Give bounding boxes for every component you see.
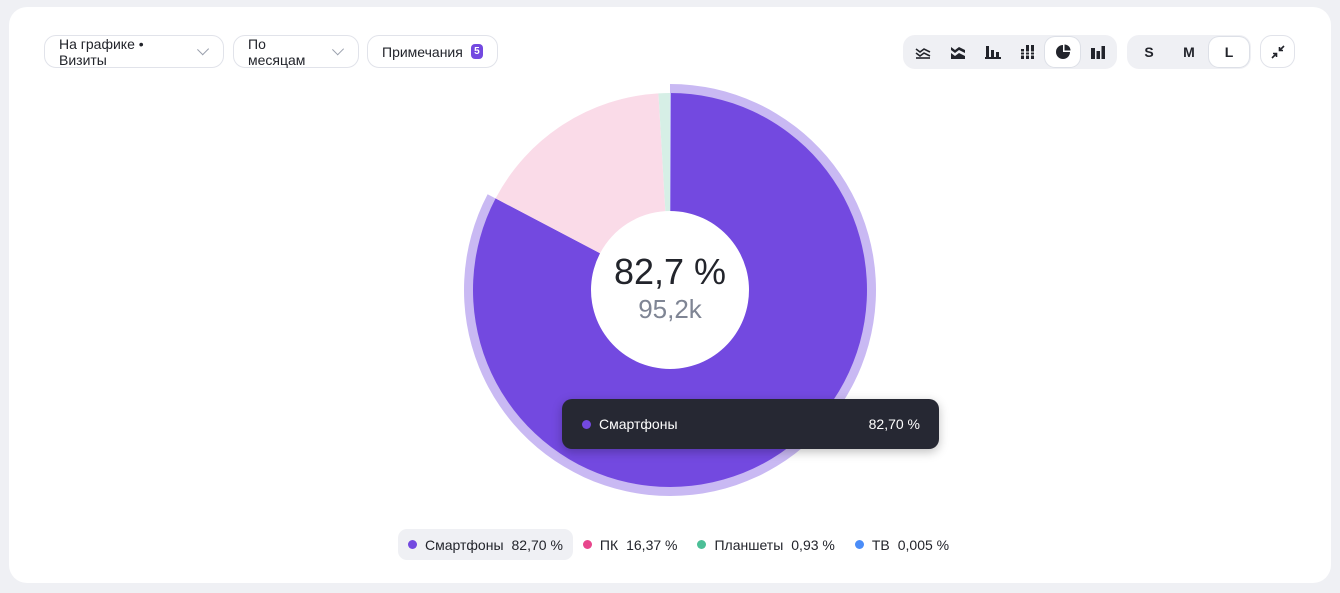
chart-type-switcher: [903, 35, 1117, 69]
size-switcher: S M L: [1127, 35, 1251, 69]
pie-slice-1[interactable]: [495, 93, 666, 254]
legend-name: Смартфоны: [425, 536, 504, 553]
stacked-area-icon: [950, 47, 965, 59]
metric-select-label: На графике • Визиты: [59, 35, 144, 68]
legend-dot: [408, 540, 417, 549]
period-select-label: По месяцам: [248, 35, 306, 68]
pie-chart-icon: [1055, 44, 1070, 59]
column-chart-icon: [1090, 46, 1105, 59]
chart-type-area[interactable]: [940, 37, 975, 67]
notes-count-badge: 5: [470, 44, 483, 59]
chart-type-line[interactable]: [905, 37, 940, 67]
tooltip-name: Смартфоны: [599, 416, 678, 432]
metric-select[interactable]: На графике • Визиты: [44, 35, 224, 68]
legend-value: 82,70 %: [511, 536, 563, 553]
tooltip: Смартфоны 82,70 %: [562, 399, 939, 449]
legend-name: ТВ: [871, 536, 890, 553]
size-l[interactable]: L: [1209, 37, 1249, 67]
pie-slice-0[interactable]: [473, 93, 867, 487]
legend-value: 16,37 %: [626, 536, 678, 553]
legend-dot: [697, 540, 707, 549]
legend-name: ПК: [599, 536, 619, 553]
period-select[interactable]: По месяцам: [233, 35, 359, 68]
legend-name: Планшеты: [714, 536, 784, 553]
pie-slice-3[interactable]: [669, 93, 671, 212]
legend-dot: [582, 540, 592, 549]
stacked-bar-icon: [1019, 45, 1036, 59]
pie-center-label: 82,7 % 95,2k: [591, 250, 749, 324]
legend-item-pc[interactable]: ПК 16,37 %: [573, 529, 688, 560]
size-s[interactable]: S: [1144, 44, 1154, 60]
chart-type-column[interactable]: [1080, 37, 1115, 67]
legend-value: 0,93 %: [791, 536, 835, 553]
notes-button[interactable]: Примечания 5: [367, 35, 498, 68]
center-value: 95,2k: [638, 294, 702, 324]
tooltip-value: 82,70 %: [868, 416, 920, 432]
chart-type-pie[interactable]: [1045, 37, 1080, 67]
tooltip-dot: [582, 419, 591, 429]
collapse-icon: [1270, 44, 1285, 59]
center-percent: 82,7 %: [613, 251, 727, 292]
legend-dot: [854, 540, 864, 549]
legend-item-tablets[interactable]: Планшеты 0,93 %: [687, 529, 844, 560]
chart-type-bar[interactable]: [975, 37, 1010, 67]
bar-chart-icon: [984, 46, 1001, 59]
size-m[interactable]: M: [1183, 44, 1195, 60]
pie-slice-2[interactable]: [658, 93, 670, 212]
line-chart-icon: [915, 48, 930, 59]
notes-label: Примечания: [382, 43, 463, 60]
legend-item-tv[interactable]: ТВ 0,005 %: [845, 529, 959, 560]
chart-type-stacked-bar[interactable]: [1010, 37, 1045, 67]
collapse-button[interactable]: [1260, 35, 1295, 68]
legend-item-smartphones[interactable]: Смартфоны 82,70 %: [398, 529, 573, 560]
legend-value: 0,005 %: [897, 536, 950, 553]
legend: Смартфоны 82,70 % ПК 16,37 % Планшеты 0,93 …: [398, 529, 959, 560]
